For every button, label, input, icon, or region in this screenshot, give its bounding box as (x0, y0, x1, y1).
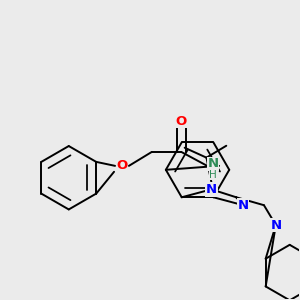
Text: N: N (270, 218, 281, 232)
Text: N: N (206, 183, 217, 196)
Text: N: N (238, 199, 249, 212)
Text: O: O (176, 115, 187, 128)
Text: N: N (208, 158, 219, 170)
Text: O: O (116, 159, 128, 172)
Text: H: H (209, 170, 217, 180)
